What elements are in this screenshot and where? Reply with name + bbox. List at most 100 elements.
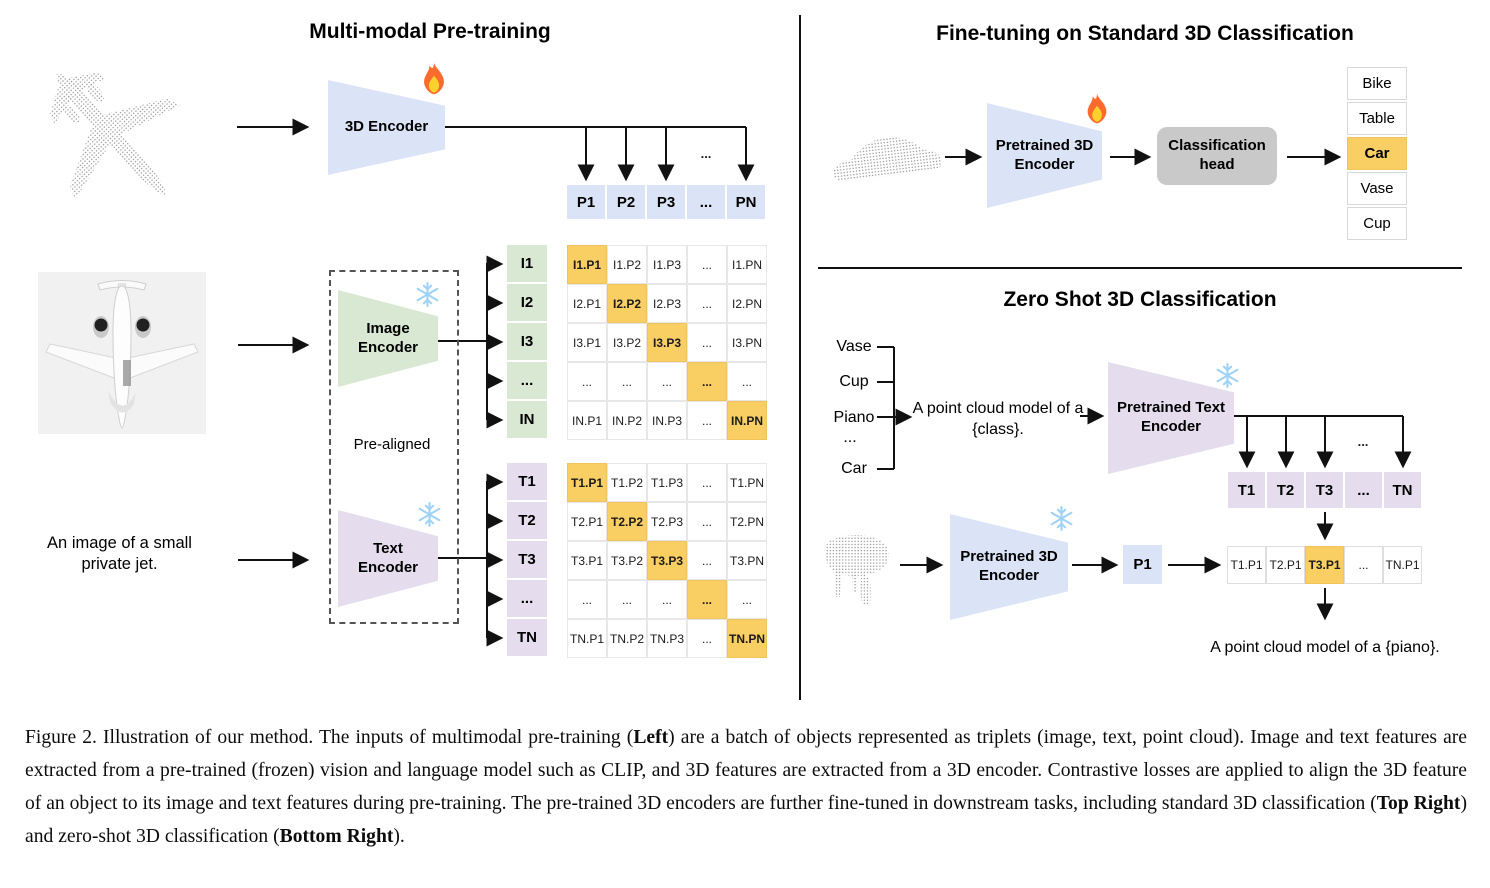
snowflake-icon [1216,363,1239,388]
text-feature-column-item: T2 [507,502,547,539]
pre-aligned-label: Pre-aligned [353,436,431,453]
zeroshot-arrow-ellipsis: ... [1357,434,1369,449]
class-prediction-list-item: Vase [1347,172,1407,205]
matrix-cell: ... [727,362,767,401]
matrix-cell: T2.P3 [647,502,687,541]
matrix-cell: T2.P1 [567,502,607,541]
matrix-cell: TN.P1 [567,619,607,658]
zeroshot-text-feature-row-item: T3 [1306,472,1343,508]
class-prediction-list-item: Cup [1347,207,1407,240]
zeroshot-similarity-row-item: T2.P1 [1266,546,1305,584]
pretrained-3d-encoder-label: Pretrained 3D Encoder [995,136,1094,173]
matrix-cell: ... [567,580,607,619]
matrix-cell: ... [607,362,647,401]
class-prediction-list-item: Bike [1347,67,1407,100]
3d-encoder-label: 3D Encoder [344,118,429,136]
matrix-cell: I3.P3 [647,323,687,362]
image-feature-column-item: ... [507,362,547,399]
matrix-cell: I1.P2 [607,245,647,284]
matrix-cell: IN.PN [727,401,767,440]
matrix-cell: ... [687,245,727,284]
matrix-cell: T2.P2 [607,502,647,541]
finetuning-title: Fine-tuning on Standard 3D Classificatio… [936,22,1354,45]
zeroshot-similarity-row-item: T1.P1 [1227,546,1266,584]
airplane-photo [38,272,206,434]
zeroshot-class-cup: Cup [839,373,869,390]
text-feature-column-item: T1 [507,463,547,500]
p-row-ellipsis: ... [700,146,712,161]
airplane-photo-drawing [38,272,206,434]
image-similarity-matrix: I1.P1 I1.P2 I1.P3... I1.PN I2.P1 I2.P2 I2.P3..… [567,245,767,440]
matrix-cell: IN.P1 [567,401,607,440]
prompt-template-text: A point cloud model of a {class}. [912,400,1084,438]
matrix-cell: I1.P3 [647,245,687,284]
image-feature-column-item: I2 [507,284,547,321]
zeroshot-class-piano: Piano [833,409,875,426]
p-feature-row-item: P1 [567,185,605,219]
class-prediction-list-item: Car [1347,137,1407,170]
snowflake-icon [1050,506,1073,531]
fire-icon [424,63,444,95]
car-point-cloud [833,137,941,182]
image-encoder-label: Image Encoder [357,319,418,356]
zeroshot-result-text: A point cloud model of a {piano}. [1210,639,1440,656]
zeroshot-text-feature-row-item: TN [1384,472,1421,508]
matrix-cell: ... [687,323,727,362]
matrix-cell: I2.P3 [647,284,687,323]
zeroshot-text-feature-row-item: T1 [1228,472,1265,508]
image-feature-column: I1 I2 I3... IN [507,245,547,438]
matrix-cell: ... [647,580,687,619]
snowflake-icon [418,502,441,527]
matrix-cell: T1.PN [727,463,767,502]
matrix-cell: ... [727,580,767,619]
pre-aligned-box [329,270,459,624]
matrix-cell: I3.P1 [567,323,607,362]
zeroshot-text-feature-row: T1 T2 T3... TN [1228,472,1421,508]
matrix-cell: I2.P1 [567,284,607,323]
snowflake-icon [416,282,439,307]
matrix-cell: T1.P2 [607,463,647,502]
text-feature-column-item: TN [507,619,547,656]
matrix-cell: T3.PN [727,541,767,580]
matrix-cell: ... [687,401,727,440]
matrix-cell: ... [687,284,727,323]
zeroshot-text-feature-row-item: T2 [1267,472,1304,508]
zeroshot-similarity-row-item: ... [1344,546,1383,584]
matrix-cell: ... [687,502,727,541]
matrix-cell: T3.P1 [567,541,607,580]
matrix-cell: TN.PN [727,619,767,658]
matrix-cell: T2.PN [727,502,767,541]
pretrained-3d-encoder-block: Pretrained 3D Encoder [987,103,1102,208]
fire-icon [1087,94,1107,124]
zeroshot-class-car: Car [841,460,867,477]
matrix-cell: ... [607,580,647,619]
zeroshot-similarity-row-item: TN.P1 [1383,546,1422,584]
zeroshot-3d-encoder-label: Pretrained 3D Encoder [960,548,1058,584]
text-similarity-matrix: T1.P1 T1.P2 T1.P3... T1.PN T2.P1 T2.P2 T2.P3..… [567,463,767,658]
airplane-point-cloud [49,72,181,201]
text-feature-column-item: ... [507,580,547,617]
matrix-cell: I1.PN [727,245,767,284]
pretrained-text-encoder-label: Pretrained Text Encoder [1116,399,1226,435]
matrix-cell: I2.PN [727,284,767,323]
pretraining-title: Multi-modal Pre-training [309,20,551,43]
matrix-cell: T3.P3 [647,541,687,580]
class-prediction-list: Bike Table Car Vase Cup [1347,67,1407,240]
piano-point-cloud [825,535,889,604]
matrix-cell: T1.P1 [567,463,607,502]
image-feature-column-item: IN [507,401,547,438]
matrix-cell: ... [567,362,607,401]
figure-caption: Figure 2. Illustration of our method. Th… [25,727,1468,847]
text-feature-column: T1 T2 T3... TN [507,463,547,656]
text-feature-column-item: T3 [507,541,547,578]
matrix-cell: T3.P2 [607,541,647,580]
zeroshot-class-ellipsis: ... [843,429,857,446]
matrix-cell: T1.P3 [647,463,687,502]
matrix-cell: I1.P1 [567,245,607,284]
classification-head-block: Classification head [1157,127,1277,185]
p-feature-row-item: P3 [647,185,685,219]
matrix-cell: IN.P2 [607,401,647,440]
text-input-caption: An image of a small private jet. [47,534,192,574]
